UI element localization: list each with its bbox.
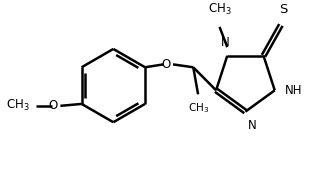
Text: CH$_3$: CH$_3$ bbox=[188, 101, 210, 115]
Text: CH$_3$: CH$_3$ bbox=[6, 98, 30, 113]
Text: O: O bbox=[48, 99, 57, 112]
Text: CH$_3$: CH$_3$ bbox=[208, 2, 232, 17]
Text: NH: NH bbox=[284, 84, 302, 97]
Text: N: N bbox=[221, 36, 230, 49]
Text: O: O bbox=[162, 58, 171, 71]
Text: S: S bbox=[278, 3, 287, 16]
Text: N: N bbox=[248, 119, 257, 132]
